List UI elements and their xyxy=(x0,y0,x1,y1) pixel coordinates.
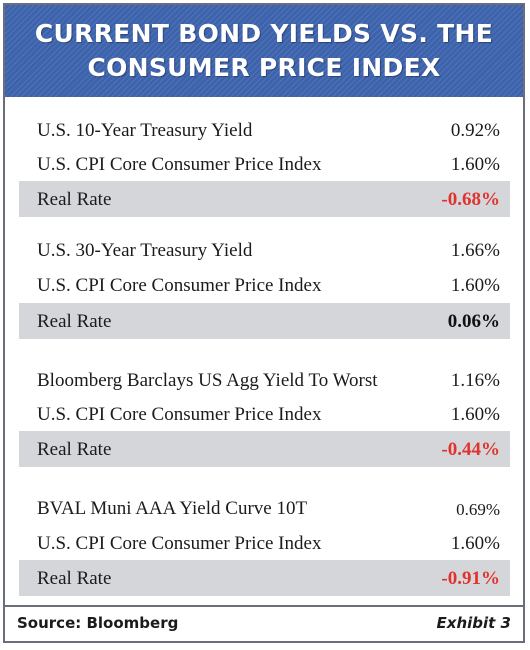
table-row: U.S. 30-Year Treasury Yield 1.66% xyxy=(19,233,510,267)
table-row: U.S. CPI Core Consumer Price Index 1.60% xyxy=(19,526,510,560)
real-rate-value: -0.91% xyxy=(441,568,500,589)
row-label: U.S. CPI Core Consumer Price Index xyxy=(37,154,322,175)
row-value: 1.60% xyxy=(450,404,500,425)
row-value: 1.60% xyxy=(450,154,500,175)
row-label: U.S. CPI Core Consumer Price Index xyxy=(37,533,322,554)
title-line-2: CONSUMER PRICE INDEX xyxy=(87,53,441,82)
row-value: 1.66% xyxy=(450,240,500,261)
real-rate-row: Real Rate -0.44% xyxy=(19,431,510,467)
table-row: U.S. CPI Core Consumer Price Index 1.60% xyxy=(19,268,510,302)
table-row: U.S. CPI Core Consumer Price Index 1.60% xyxy=(19,147,510,181)
table-row: U.S. 10-Year Treasury Yield 0.92% xyxy=(19,113,510,147)
row-value: 1.16% xyxy=(450,370,500,391)
row-label: U.S. CPI Core Consumer Price Index xyxy=(37,275,322,296)
row-label: U.S. 10-Year Treasury Yield xyxy=(37,120,253,141)
real-rate-row: Real Rate -0.91% xyxy=(19,560,510,596)
table-row: U.S. CPI Core Consumer Price Index 1.60% xyxy=(19,397,510,431)
row-label: U.S. CPI Core Consumer Price Index xyxy=(37,404,322,425)
table-row: BVAL Muni AAA Yield Curve 10T 0.69% xyxy=(19,491,510,525)
row-label: Real Rate xyxy=(37,311,112,332)
source-note: Source: Bloomberg xyxy=(17,614,179,632)
exhibit-card: CURRENT BOND YIELDS VS. THE CONSUMER PRI… xyxy=(3,3,525,643)
row-value: 1.60% xyxy=(450,533,500,554)
footer: Source: Bloomberg Exhibit 3 xyxy=(5,605,523,641)
real-rate-row: Real Rate 0.06% xyxy=(19,303,510,339)
table-row: Bloomberg Barclays US Agg Yield To Worst… xyxy=(19,363,510,397)
real-rate-value: 0.06% xyxy=(447,311,500,332)
row-value: 1.60% xyxy=(450,275,500,296)
row-label: U.S. 30-Year Treasury Yield xyxy=(37,240,253,261)
row-label: Real Rate xyxy=(37,439,112,460)
row-label: Real Rate xyxy=(37,568,112,589)
row-value: 0.92% xyxy=(450,120,500,141)
row-label: Real Rate xyxy=(37,189,112,210)
real-rate-row: Real Rate -0.68% xyxy=(19,181,510,217)
title-banner: CURRENT BOND YIELDS VS. THE CONSUMER PRI… xyxy=(5,5,523,97)
real-rate-value: -0.68% xyxy=(441,189,500,210)
row-value: 0.69% xyxy=(456,500,500,519)
row-label: BVAL Muni AAA Yield Curve 10T xyxy=(37,498,308,519)
real-rate-value: -0.44% xyxy=(441,439,500,460)
row-label: Bloomberg Barclays US Agg Yield To Worst xyxy=(37,370,378,391)
title-line-1: CURRENT BOND YIELDS VS. THE xyxy=(34,19,494,48)
exhibit-label: Exhibit 3 xyxy=(436,614,511,632)
